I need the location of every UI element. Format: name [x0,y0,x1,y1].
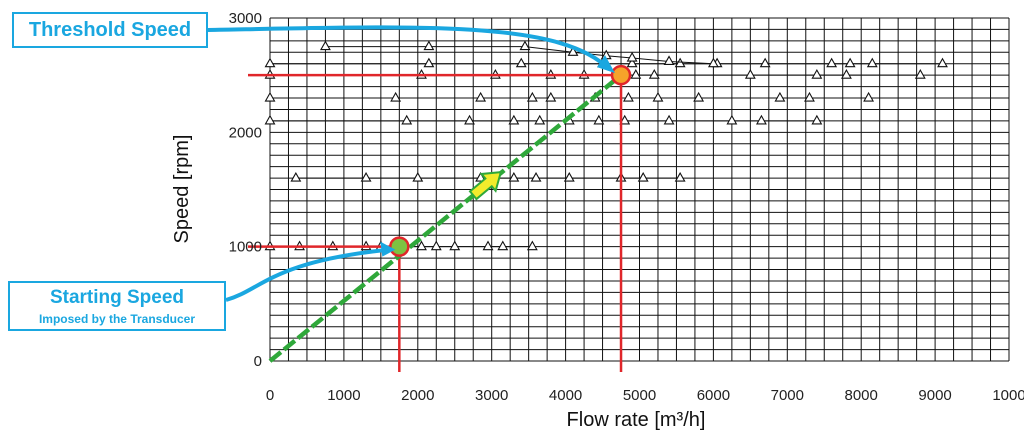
x-tick-label: 1000 [327,387,360,404]
data-point-marker [290,171,302,182]
data-point-marker [914,69,926,79]
y-tick-label: 0 [254,353,262,370]
data-point-marker [593,114,605,125]
x-tick-label: 6000 [697,387,730,404]
data-point-marker [937,57,948,68]
chart-series [264,40,948,251]
tick-labels: 0 1000 2000 3000 4000 5000 6000 7000 8000 9000 100… [229,10,1024,404]
data-point-marker [726,114,738,125]
x-tick-label: 8000 [845,387,878,404]
data-point-marker [264,114,276,125]
data-point-marker [630,69,642,79]
data-point-marker [826,57,838,68]
data-point-marker [652,91,664,102]
data-point-marker [475,91,487,102]
data-point-marker [663,114,675,125]
data-point-marker [563,171,575,182]
data-point-marker [515,57,527,68]
data-point-marker [464,114,475,125]
x-tick-label: 2000 [401,387,434,404]
x-axis-label: Flow rate [m³/h] [567,409,706,431]
data-point-marker [401,114,413,125]
y-tick-label: 3000 [229,10,262,27]
data-point-marker [264,91,276,102]
direction-arrow [468,171,503,201]
data-point-marker [526,240,538,251]
starting-speed-callout: Starting Speed Imposed by the Transducer [8,281,226,331]
x-tick-label: 3000 [475,387,508,404]
data-point-marker [508,114,520,125]
callout-connectors [207,25,616,302]
data-point-marker [811,114,823,125]
starting-speed-title: Starting Speed [49,287,185,308]
starting-speed-point [389,236,410,257]
data-point-marker [693,91,705,102]
data-point-marker [360,171,372,182]
data-point-marker [530,171,542,182]
data-point-marker [707,57,719,68]
data-point-marker [844,57,856,68]
data-point-marker [508,171,520,182]
y-axis-label: Speed [rpm] [171,135,193,244]
data-point-marker [744,69,756,79]
data-point-marker [482,240,494,251]
x-tick-label: 7000 [771,387,804,404]
y-tick-label: 1000 [229,239,262,256]
data-point-marker [519,40,531,51]
data-point-marker [811,69,823,79]
data-point-marker [545,91,557,102]
data-point-marker [626,57,638,68]
x-tick-label: 4000 [549,387,582,404]
chart-grid [269,17,1010,362]
data-point-marker [774,91,786,102]
data-point-marker [759,57,771,68]
data-point-marker [534,114,546,125]
data-point-marker [390,91,402,102]
data-point-marker [412,171,424,182]
data-point-marker [804,91,815,102]
data-point-marker [674,57,686,68]
data-point-marker [319,40,331,51]
x-tick-label: 9000 [918,387,951,404]
data-point-marker [637,171,649,182]
y-tick-label: 2000 [229,124,262,141]
data-point-marker [840,69,852,79]
data-point-marker [622,91,634,102]
data-point-marker [755,114,767,125]
data-point-marker [449,240,461,251]
data-point-marker [526,91,538,102]
data-point-marker [430,240,442,251]
data-point-marker [567,46,579,56]
x-tick-label: 5000 [623,387,656,404]
direction-arrow-shape [468,171,503,201]
data-point-marker [423,57,435,68]
data-point-marker [626,51,638,62]
x-tick-label: 1000 [992,387,1024,404]
data-point-marker [866,57,878,68]
threshold-speed-callout: Threshold Speed [12,12,208,48]
data-point-marker [264,57,276,68]
data-point-marker [416,240,427,251]
starting-connector-arrowhead [380,241,396,257]
data-point-marker [663,55,675,65]
starting-speed-subtitle: Imposed by the Transducer [38,312,196,326]
threshold-connector [207,25,611,71]
x-tick-label: 0 [266,387,274,404]
data-point-marker [674,171,686,182]
data-point-marker [423,40,435,51]
data-point-marker [497,240,509,251]
threshold-connector-arrowhead [597,55,616,74]
data-point-marker [863,91,875,102]
trend-line [268,73,623,363]
guide-lines [248,64,632,372]
threshold-speed-point [610,64,632,86]
data-point-marker [648,69,660,79]
data-point-marker [619,114,631,125]
starting-connector [225,247,389,302]
